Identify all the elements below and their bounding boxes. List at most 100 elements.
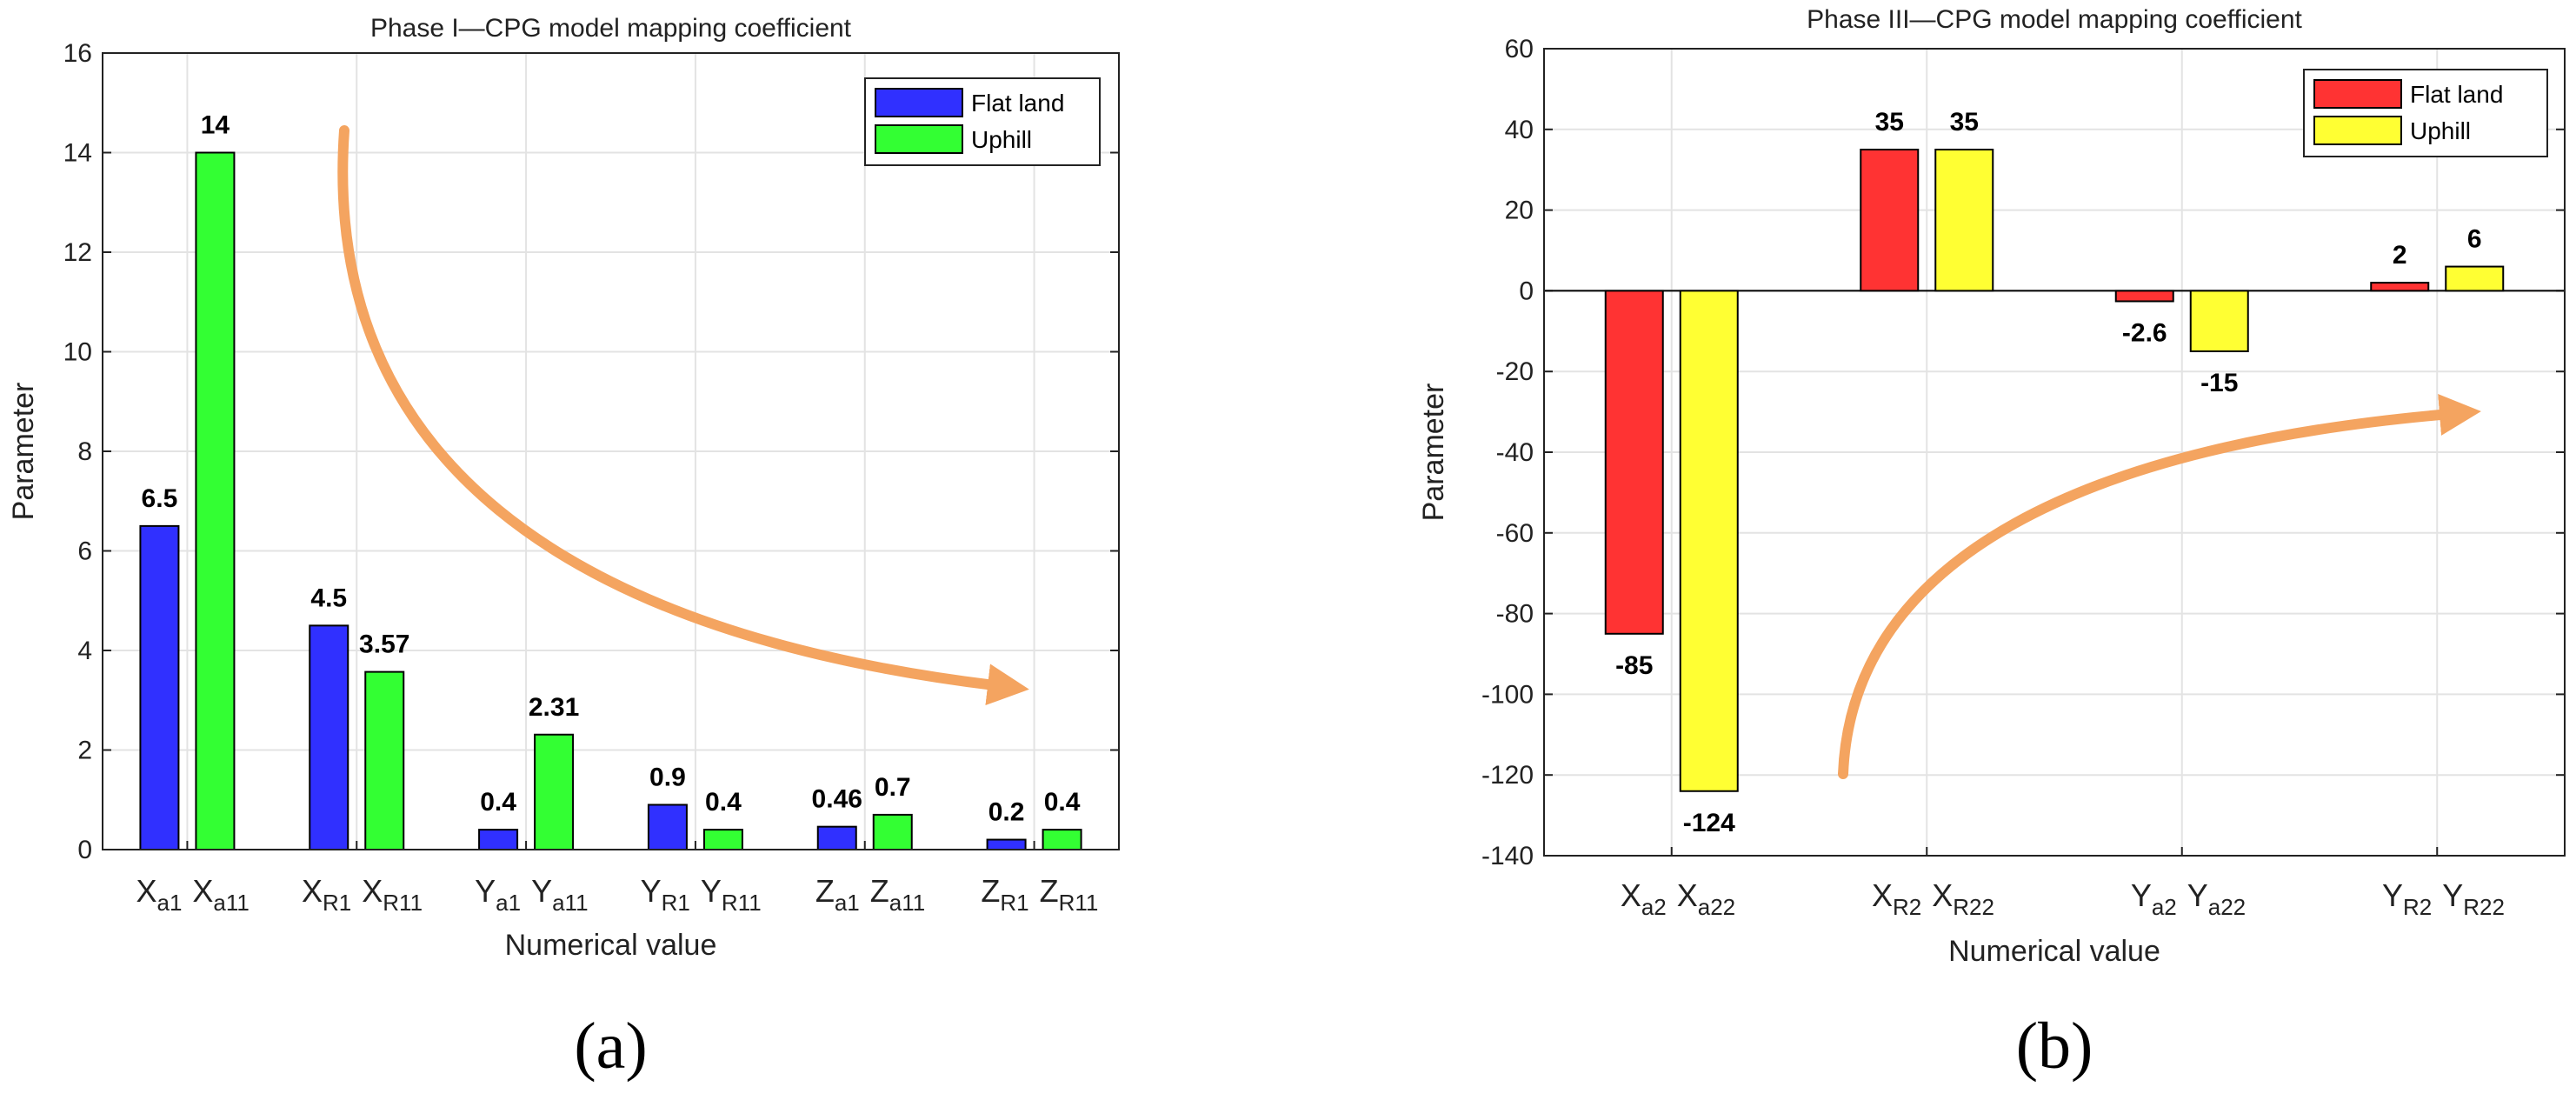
bar-uphill (702, 829, 743, 850)
bar-uphill (534, 733, 575, 850)
x-tick-label: YR2 (2382, 877, 2432, 920)
y-tick-label: -140 (1481, 842, 1534, 870)
data-label: 0.46 (812, 785, 862, 814)
data-label: 2 (2393, 241, 2407, 270)
x-tick-label: YR1 (641, 873, 690, 916)
x-tick-label: XR22 (1932, 877, 1994, 920)
legend-swatch (2313, 116, 2402, 145)
y-tick-label: 0 (77, 836, 92, 864)
bar-flat-land (309, 624, 349, 850)
y-tick-label: 40 (1505, 116, 1534, 144)
data-label: -85 (1615, 651, 1653, 680)
x-tick-label: Ya11 (531, 873, 588, 916)
legend-swatch (875, 124, 963, 154)
bar-flat-land (139, 524, 180, 850)
panel-label: (a) (574, 1010, 647, 1083)
x-tick-label: YR11 (701, 873, 762, 916)
bar-uphill (2189, 290, 2249, 352)
y-tick-label: 60 (1505, 35, 1534, 63)
y-tick-label: -40 (1496, 438, 1534, 467)
x-tick-label: XR2 (1872, 877, 1921, 920)
bar-flat-land (1604, 290, 1664, 635)
y-tick-label: 12 (63, 238, 92, 267)
data-label: 6 (2467, 225, 2482, 254)
y-axis-label: Parameter (7, 383, 40, 521)
bar-flat-land (816, 825, 857, 850)
x-tick-label: Ya2 (2131, 877, 2177, 920)
data-label: 3.57 (359, 630, 409, 659)
data-label: 6.5 (142, 484, 178, 513)
bar-uphill (1934, 149, 1994, 292)
bar-uphill (1042, 829, 1082, 850)
y-axis-label: Parameter (1417, 383, 1450, 522)
legend-label: Uphill (2410, 117, 2471, 144)
x-tick-label: Xa11 (192, 873, 249, 916)
chart-phase-iii: -140 -120 -100 -80 -60 -40 -20 0 20 40 60 -85 35 -2.6… (1417, 5, 2566, 1083)
bar-flat-land (2114, 290, 2174, 303)
x-tick-label: Xa22 (1677, 877, 1735, 920)
x-tick-label: ZR11 (1040, 873, 1099, 916)
y-tick-label: -60 (1496, 519, 1534, 548)
bar-uphill (364, 670, 405, 850)
bar-uphill (2445, 265, 2505, 292)
y-tick-label: 10 (63, 338, 92, 367)
y-tick-label: -120 (1481, 761, 1534, 790)
data-label: 14 (201, 111, 230, 140)
data-label: -124 (1683, 809, 1735, 837)
bar-flat-land (2370, 282, 2430, 292)
x-tick-label: XR1 (302, 873, 351, 916)
y-tick-label: 4 (77, 637, 92, 665)
data-label: -15 (2200, 369, 2238, 397)
y-tick-label: -80 (1496, 600, 1534, 629)
x-tick-label: XR11 (362, 873, 423, 916)
legend-swatch (875, 88, 963, 117)
x-tick-label: Ya22 (2187, 877, 2246, 920)
x-axis-label: Numerical value (1948, 935, 2160, 968)
y-tick-label: 2 (77, 737, 92, 765)
trend-arrow (1838, 394, 2481, 779)
x-tick-label: Xa2 (1621, 877, 1667, 920)
legend-label: Uphill (971, 126, 1032, 153)
y-tick-label: 8 (77, 437, 92, 466)
x-tick-label: Ya1 (475, 873, 521, 916)
y-tick-label: -100 (1481, 680, 1534, 709)
bar-uphill (1679, 290, 1739, 792)
data-label: 35 (1875, 108, 1904, 137)
chart-phase-i: 0 2 4 6 8 10 12 14 16 6.5 4.5 0.4 0.9 0.46 0.2 14 3.57 2.… (7, 14, 1120, 1083)
legend-label: Flat land (971, 90, 1064, 117)
bar-uphill (195, 151, 236, 850)
chart-title: Phase I—CPG model mapping coefficient (370, 14, 852, 43)
y-tick-label: -20 (1496, 357, 1534, 386)
data-label: -2.6 (2122, 318, 2167, 347)
data-label: 0.2 (988, 798, 1025, 827)
data-label: 4.5 (310, 584, 347, 612)
plot-frame (1543, 48, 2566, 857)
x-tick-label: Xa1 (136, 873, 182, 916)
y-tick-label: 20 (1505, 197, 1534, 225)
data-label: 2.31 (529, 693, 579, 722)
x-tick-label: ZR1 (981, 873, 1028, 916)
legend-swatch (2313, 79, 2402, 109)
legend-label: Flat land (2410, 81, 2503, 108)
bar-uphill (872, 813, 913, 850)
x-tick-label: Za11 (870, 873, 925, 916)
plot-frame (102, 52, 1120, 850)
x-tick-label: YR22 (2442, 877, 2505, 920)
data-label: 0.9 (649, 763, 686, 791)
bar-flat-land (478, 829, 519, 850)
panel-label: (b) (2016, 1010, 2093, 1083)
bar-flat-land (1860, 149, 1920, 292)
chart-title: Phase III—CPG model mapping coefficient (1807, 5, 2302, 34)
y-tick-label: 16 (63, 39, 92, 68)
y-tick-label: 0 (1519, 277, 1534, 305)
trend-arrow (337, 125, 1029, 706)
x-axis-label: Numerical value (505, 929, 717, 962)
y-tick-label: 6 (77, 537, 92, 566)
data-label: 35 (1950, 108, 1979, 137)
data-label: 0.4 (705, 788, 742, 817)
data-label: 0.7 (875, 773, 911, 802)
data-label: 0.4 (480, 788, 516, 817)
x-tick-label: Za1 (815, 873, 860, 916)
y-tick-label: 14 (63, 139, 92, 168)
